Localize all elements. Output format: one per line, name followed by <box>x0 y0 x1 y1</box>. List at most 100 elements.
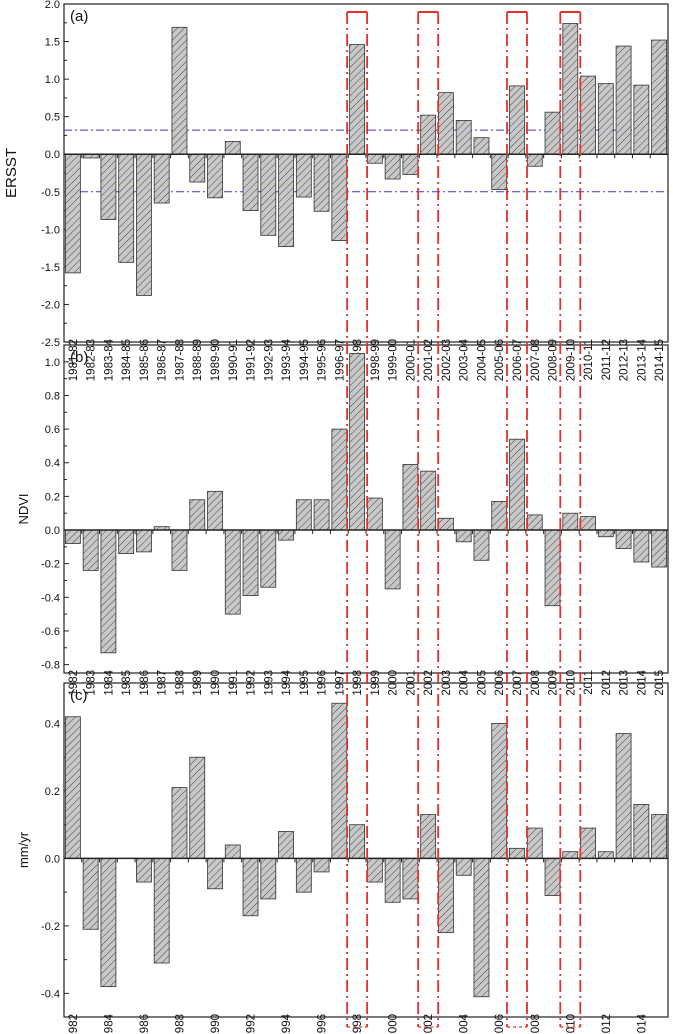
bar-1988 <box>171 787 188 859</box>
x-tick-label: 2003-04 <box>459 338 471 381</box>
bar-1998-99 <box>366 153 383 164</box>
bar-1991-92 <box>242 153 259 211</box>
bar-1997-98 <box>349 44 366 155</box>
x-tick-label: 1999-00 <box>388 339 400 381</box>
y-tick-label: -2.5 <box>41 337 60 349</box>
y-tick-label: -0.4 <box>41 988 60 1000</box>
bar-2000 <box>384 529 401 590</box>
y-tick-label: 0.8 <box>45 390 60 402</box>
bar-2006-07 <box>509 85 525 155</box>
bar-1986 <box>136 529 152 553</box>
x-tick-label: 1992-93 <box>263 339 275 381</box>
bar-2007 <box>509 847 525 859</box>
highlight-box <box>559 11 582 1028</box>
highlight-box <box>506 11 528 1028</box>
bar-2003 <box>438 858 454 934</box>
bar-2001 <box>402 464 419 531</box>
bar-1993-94 <box>278 153 294 248</box>
bar-1999 <box>366 858 383 883</box>
bar-1982 <box>64 529 81 544</box>
y-tick-label: 0.0 <box>45 149 60 161</box>
bar-2003-04 <box>455 120 472 155</box>
bar-1990-91 <box>224 141 241 155</box>
x-tick-label: 2014 <box>636 1013 648 1034</box>
bar-1984 <box>100 529 117 654</box>
bar-2015 <box>651 529 668 568</box>
y-tick-label: -0.8 <box>41 660 60 672</box>
bar-1995 <box>295 499 312 531</box>
y-tick-label: 0.6 <box>45 424 60 436</box>
bar-2004-05 <box>473 137 490 155</box>
x-tick-label: 1994-95 <box>299 339 311 381</box>
x-tick-label: 1998-99 <box>370 339 382 381</box>
bar-1988-89 <box>189 153 206 183</box>
y-tick-label: 2.0 <box>45 0 60 11</box>
x-tick-label: 2007-08 <box>530 339 542 381</box>
bar-2003 <box>438 517 454 531</box>
panel-label: (c) <box>70 687 88 704</box>
bar-1994 <box>278 831 294 859</box>
panel-b: 1.0 0.8 0.6 0.4 0.2 0.0 -0.2 -0.4 -0.6 -0.8 NDVI (b… <box>16 344 669 696</box>
x-tick-label: 2011 <box>583 670 595 695</box>
bar-2010-11 <box>580 75 596 155</box>
y-tick-label: 1.0 <box>45 74 60 86</box>
bar-1986-87 <box>153 153 170 204</box>
bar-1981-82 <box>64 153 81 274</box>
x-tick-label: 2008-09 <box>548 339 560 381</box>
bar-2006 <box>491 723 508 859</box>
x-tick-label: 2001-02 <box>423 339 435 381</box>
bar-1986 <box>136 858 152 883</box>
x-tick-label: 1984-85 <box>121 339 133 381</box>
bar-1982 <box>64 716 81 859</box>
x-tick-label: 2010 <box>565 1014 577 1034</box>
bar-1999-00 <box>384 153 401 180</box>
bar-2011 <box>580 516 596 531</box>
bar-1989 <box>189 756 206 859</box>
bar-2001 <box>402 858 419 900</box>
bar-2004 <box>455 858 472 876</box>
x-tick-label: 1991-92 <box>246 339 258 381</box>
bar-2008-09 <box>544 111 561 155</box>
bar-1995-96 <box>313 153 330 212</box>
bar-1997 <box>331 428 348 531</box>
x-tick-label: 2002-03 <box>441 339 453 381</box>
bar-2010 <box>562 512 579 531</box>
bar-1992-93 <box>260 153 277 236</box>
x-tick-label: 1981-82 <box>68 339 80 381</box>
bar-1990 <box>207 858 223 890</box>
bar-2004 <box>455 529 472 543</box>
y-tick-label: 1.0 <box>45 357 60 369</box>
bar-1988 <box>171 529 188 571</box>
bar-1999 <box>366 497 383 531</box>
bar-2007 <box>509 438 525 531</box>
x-tick-label: 1998 <box>352 1014 364 1034</box>
bar-1994 <box>278 529 294 541</box>
bar-1987-88 <box>171 26 188 155</box>
x-tick-label: 2004 <box>459 1013 471 1034</box>
bar-2000 <box>384 858 401 903</box>
plot-frame <box>63 344 669 674</box>
x-tick-label: 2002 <box>423 1014 435 1034</box>
y-tick-label: -0.5 <box>41 187 60 199</box>
x-tick-label: 2014-15 <box>654 339 666 381</box>
y-axis-title: ERSST <box>3 148 20 198</box>
bar-2014 <box>633 804 650 859</box>
bar-2011 <box>580 827 596 859</box>
bar-2005 <box>473 529 490 561</box>
bar-2006 <box>491 501 508 531</box>
bar-2005-06 <box>491 153 508 190</box>
bar-2013 <box>615 529 632 549</box>
y-tick-label: 0.2 <box>45 786 60 798</box>
x-tick-label: 1987-88 <box>174 339 186 381</box>
x-tick-label: 1994 <box>281 1013 293 1034</box>
plot-frame <box>63 682 669 1018</box>
x-tick-label: 1982-83 <box>86 339 98 381</box>
y-tick-label: 1.5 <box>45 37 60 49</box>
x-tick-label: 1983-84 <box>103 338 115 381</box>
x-tick-label: 1996-97 <box>334 339 346 381</box>
bar-2000-01 <box>402 153 419 175</box>
bar-1983-84 <box>100 153 117 220</box>
highlight-box <box>417 11 440 1028</box>
bar-1990 <box>207 490 223 531</box>
x-tick-label: 1988 <box>174 1014 186 1034</box>
